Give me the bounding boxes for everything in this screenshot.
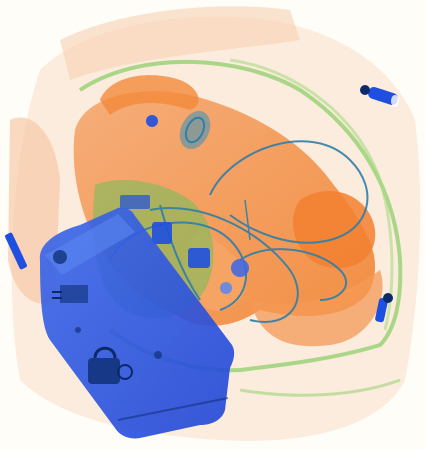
electronic-components: [120, 195, 249, 294]
loose-cylinder-right: [375, 293, 393, 323]
bag-frame-bottom: [239, 378, 401, 397]
component-cap: [220, 282, 232, 294]
component-board: [120, 195, 150, 209]
box-rivet-2: [75, 327, 81, 333]
bag-outer-shell-top: [60, 6, 300, 80]
organic-bottle-shape: [292, 191, 376, 269]
cable-loop-1: [209, 140, 369, 244]
box-screw-hole: [53, 250, 67, 264]
bag-frame-outline-inner: [229, 58, 394, 331]
inorganic-box-lid: [45, 214, 135, 275]
loose-rod-left: [5, 232, 27, 270]
cable-loop-4: [239, 248, 348, 301]
component-chip-2: [188, 248, 210, 268]
component-coil: [231, 259, 249, 277]
bag-frame-outline: [78, 59, 403, 373]
box-rivet-1: [154, 351, 162, 359]
inorganic-box-edge: [117, 397, 229, 421]
box-padlock: [88, 346, 133, 384]
cable-loop-2: [149, 207, 299, 323]
organic-handle: [100, 75, 199, 115]
component-chip-1: [152, 222, 172, 244]
organic-lower-wrap: [250, 270, 383, 347]
box-connector: [52, 285, 88, 303]
cable-bundle: [109, 140, 369, 323]
loose-nut-top: [146, 115, 158, 127]
loose-cylinder-top-right: [360, 85, 399, 107]
cable-pin: [244, 199, 251, 241]
buckle-ring-inner: [184, 116, 206, 144]
cable-strand: [159, 204, 201, 301]
